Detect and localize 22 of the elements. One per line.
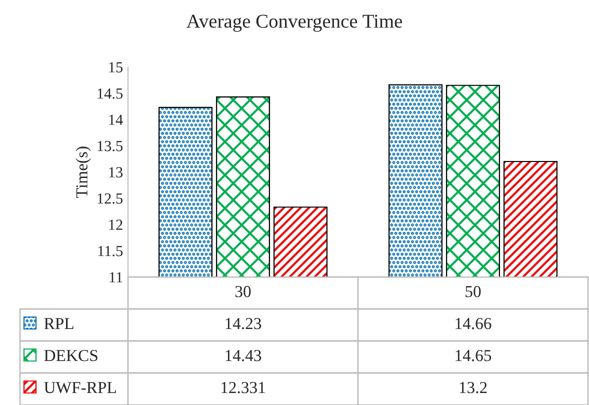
y-tick-label: 14.5 [98,88,123,99]
data-label: 14.43 [226,350,262,362]
legend-label: DEKCS [44,350,98,362]
data-label: 14.23 [226,318,262,330]
y-tick-label: 14 [109,114,123,125]
data-label: 14.66 [456,318,492,330]
legend-label: RPL [44,318,74,330]
x-tick-label: 50 [466,286,481,298]
y-tick-label: 11.5 [98,246,123,256]
y-tick-label: 12 [109,220,122,230]
y-axis-title: Time(s) [76,146,91,198]
data-label: 12.331 [222,382,265,394]
legend-label: UWF-RPL [44,382,116,394]
y-tick-label: 13.5 [98,140,123,152]
y-tick-label: 11 [110,272,122,282]
x-tick-label: 30 [235,286,251,298]
data-label: 14.65 [456,350,492,362]
y-tick-label: 13 [109,167,123,178]
y-tick-label: 15 [109,62,123,72]
data-label: 13.2 [460,382,487,394]
chart-title: Average Convergence Time [186,14,402,32]
y-tick-label: 12.5 [98,193,123,204]
